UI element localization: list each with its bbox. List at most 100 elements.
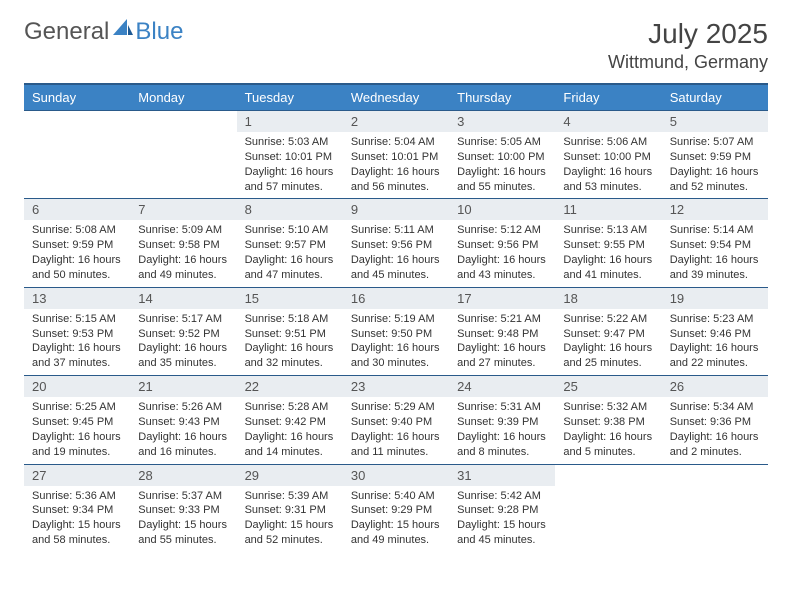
day-details: Sunrise: 5:39 AMSunset: 9:31 PMDaylight:… <box>237 486 343 552</box>
weekday-header: Sunday <box>24 84 130 111</box>
calendar-cell: 16Sunrise: 5:19 AMSunset: 9:50 PMDayligh… <box>343 287 449 375</box>
calendar-cell: 3Sunrise: 5:05 AMSunset: 10:00 PMDayligh… <box>449 111 555 199</box>
month-title: July 2025 <box>608 18 768 50</box>
calendar-cell: 7Sunrise: 5:09 AMSunset: 9:58 PMDaylight… <box>130 199 236 287</box>
calendar-cell: 21Sunrise: 5:26 AMSunset: 9:43 PMDayligh… <box>130 376 236 464</box>
day-number: 30 <box>343 465 449 486</box>
day-number: 4 <box>555 111 661 132</box>
calendar-cell: 1Sunrise: 5:03 AMSunset: 10:01 PMDayligh… <box>237 111 343 199</box>
day-number: 14 <box>130 288 236 309</box>
day-details: Sunrise: 5:07 AMSunset: 9:59 PMDaylight:… <box>662 132 768 198</box>
day-details: Sunrise: 5:37 AMSunset: 9:33 PMDaylight:… <box>130 486 236 552</box>
day-number: 21 <box>130 376 236 397</box>
day-number: 6 <box>24 199 130 220</box>
calendar-cell: 26Sunrise: 5:34 AMSunset: 9:36 PMDayligh… <box>662 376 768 464</box>
calendar-cell: 10Sunrise: 5:12 AMSunset: 9:56 PMDayligh… <box>449 199 555 287</box>
day-details: Sunrise: 5:22 AMSunset: 9:47 PMDaylight:… <box>555 309 661 375</box>
calendar-cell: 29Sunrise: 5:39 AMSunset: 9:31 PMDayligh… <box>237 464 343 552</box>
day-details: Sunrise: 5:17 AMSunset: 9:52 PMDaylight:… <box>130 309 236 375</box>
day-number: 17 <box>449 288 555 309</box>
day-details: Sunrise: 5:19 AMSunset: 9:50 PMDaylight:… <box>343 309 449 375</box>
brand-part1: General <box>24 18 109 46</box>
sail-icon <box>113 19 133 35</box>
brand-logo: General Blue <box>24 18 183 46</box>
title-block: July 2025 Wittmund, Germany <box>608 18 768 73</box>
calendar-cell: 5Sunrise: 5:07 AMSunset: 9:59 PMDaylight… <box>662 111 768 199</box>
day-details: Sunrise: 5:29 AMSunset: 9:40 PMDaylight:… <box>343 397 449 463</box>
calendar-cell: 13Sunrise: 5:15 AMSunset: 9:53 PMDayligh… <box>24 287 130 375</box>
day-details: Sunrise: 5:12 AMSunset: 9:56 PMDaylight:… <box>449 220 555 286</box>
day-number: 16 <box>343 288 449 309</box>
calendar-cell <box>555 464 661 552</box>
calendar-cell: 15Sunrise: 5:18 AMSunset: 9:51 PMDayligh… <box>237 287 343 375</box>
day-number: 28 <box>130 465 236 486</box>
day-details: Sunrise: 5:03 AMSunset: 10:01 PMDaylight… <box>237 132 343 198</box>
day-details: Sunrise: 5:10 AMSunset: 9:57 PMDaylight:… <box>237 220 343 286</box>
day-number: 5 <box>662 111 768 132</box>
calendar-cell: 17Sunrise: 5:21 AMSunset: 9:48 PMDayligh… <box>449 287 555 375</box>
day-number: 24 <box>449 376 555 397</box>
header: General Blue July 2025 Wittmund, Germany <box>24 18 768 73</box>
day-details: Sunrise: 5:13 AMSunset: 9:55 PMDaylight:… <box>555 220 661 286</box>
day-number: 20 <box>24 376 130 397</box>
day-details: Sunrise: 5:04 AMSunset: 10:01 PMDaylight… <box>343 132 449 198</box>
day-number: 26 <box>662 376 768 397</box>
day-details: Sunrise: 5:21 AMSunset: 9:48 PMDaylight:… <box>449 309 555 375</box>
day-details: Sunrise: 5:23 AMSunset: 9:46 PMDaylight:… <box>662 309 768 375</box>
calendar-cell: 12Sunrise: 5:14 AMSunset: 9:54 PMDayligh… <box>662 199 768 287</box>
calendar-cell <box>130 111 236 199</box>
day-number: 23 <box>343 376 449 397</box>
calendar-cell: 18Sunrise: 5:22 AMSunset: 9:47 PMDayligh… <box>555 287 661 375</box>
day-details: Sunrise: 5:42 AMSunset: 9:28 PMDaylight:… <box>449 486 555 552</box>
calendar-row: 6Sunrise: 5:08 AMSunset: 9:59 PMDaylight… <box>24 199 768 287</box>
day-details: Sunrise: 5:26 AMSunset: 9:43 PMDaylight:… <box>130 397 236 463</box>
calendar-cell: 30Sunrise: 5:40 AMSunset: 9:29 PMDayligh… <box>343 464 449 552</box>
day-number: 11 <box>555 199 661 220</box>
day-details: Sunrise: 5:18 AMSunset: 9:51 PMDaylight:… <box>237 309 343 375</box>
location-label: Wittmund, Germany <box>608 52 768 73</box>
calendar-row: 27Sunrise: 5:36 AMSunset: 9:34 PMDayligh… <box>24 464 768 552</box>
calendar-row: 1Sunrise: 5:03 AMSunset: 10:01 PMDayligh… <box>24 111 768 199</box>
day-number: 7 <box>130 199 236 220</box>
weekday-row: SundayMondayTuesdayWednesdayThursdayFrid… <box>24 84 768 111</box>
day-number: 1 <box>237 111 343 132</box>
day-number: 29 <box>237 465 343 486</box>
day-number: 10 <box>449 199 555 220</box>
day-details: Sunrise: 5:31 AMSunset: 9:39 PMDaylight:… <box>449 397 555 463</box>
day-details: Sunrise: 5:15 AMSunset: 9:53 PMDaylight:… <box>24 309 130 375</box>
calendar-cell: 28Sunrise: 5:37 AMSunset: 9:33 PMDayligh… <box>130 464 236 552</box>
weekday-header: Wednesday <box>343 84 449 111</box>
day-number: 15 <box>237 288 343 309</box>
day-number: 8 <box>237 199 343 220</box>
day-details: Sunrise: 5:09 AMSunset: 9:58 PMDaylight:… <box>130 220 236 286</box>
day-number: 13 <box>24 288 130 309</box>
day-details: Sunrise: 5:34 AMSunset: 9:36 PMDaylight:… <box>662 397 768 463</box>
day-details: Sunrise: 5:06 AMSunset: 10:00 PMDaylight… <box>555 132 661 198</box>
day-details: Sunrise: 5:08 AMSunset: 9:59 PMDaylight:… <box>24 220 130 286</box>
day-details: Sunrise: 5:32 AMSunset: 9:38 PMDaylight:… <box>555 397 661 463</box>
calendar-cell: 24Sunrise: 5:31 AMSunset: 9:39 PMDayligh… <box>449 376 555 464</box>
calendar-cell: 23Sunrise: 5:29 AMSunset: 9:40 PMDayligh… <box>343 376 449 464</box>
calendar-cell <box>24 111 130 199</box>
calendar-cell: 4Sunrise: 5:06 AMSunset: 10:00 PMDayligh… <box>555 111 661 199</box>
calendar-cell: 14Sunrise: 5:17 AMSunset: 9:52 PMDayligh… <box>130 287 236 375</box>
day-details: Sunrise: 5:11 AMSunset: 9:56 PMDaylight:… <box>343 220 449 286</box>
calendar-cell: 8Sunrise: 5:10 AMSunset: 9:57 PMDaylight… <box>237 199 343 287</box>
calendar-cell: 2Sunrise: 5:04 AMSunset: 10:01 PMDayligh… <box>343 111 449 199</box>
day-details: Sunrise: 5:05 AMSunset: 10:00 PMDaylight… <box>449 132 555 198</box>
day-details: Sunrise: 5:40 AMSunset: 9:29 PMDaylight:… <box>343 486 449 552</box>
day-details: Sunrise: 5:25 AMSunset: 9:45 PMDaylight:… <box>24 397 130 463</box>
day-number: 12 <box>662 199 768 220</box>
calendar-cell: 22Sunrise: 5:28 AMSunset: 9:42 PMDayligh… <box>237 376 343 464</box>
day-number: 18 <box>555 288 661 309</box>
day-number: 9 <box>343 199 449 220</box>
day-number: 2 <box>343 111 449 132</box>
day-details: Sunrise: 5:28 AMSunset: 9:42 PMDaylight:… <box>237 397 343 463</box>
calendar-cell: 9Sunrise: 5:11 AMSunset: 9:56 PMDaylight… <box>343 199 449 287</box>
calendar-cell: 19Sunrise: 5:23 AMSunset: 9:46 PMDayligh… <box>662 287 768 375</box>
day-number: 19 <box>662 288 768 309</box>
calendar-row: 20Sunrise: 5:25 AMSunset: 9:45 PMDayligh… <box>24 376 768 464</box>
calendar-table: SundayMondayTuesdayWednesdayThursdayFrid… <box>24 83 768 552</box>
calendar-cell: 25Sunrise: 5:32 AMSunset: 9:38 PMDayligh… <box>555 376 661 464</box>
calendar-cell: 6Sunrise: 5:08 AMSunset: 9:59 PMDaylight… <box>24 199 130 287</box>
